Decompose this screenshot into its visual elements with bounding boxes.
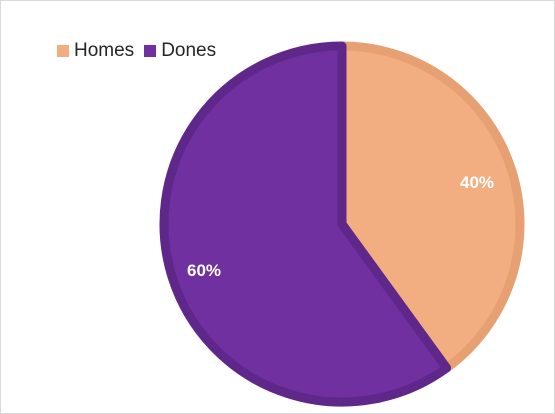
legend-item-homes: Homes <box>57 40 134 62</box>
legend: Homes Dones <box>57 40 226 62</box>
legend-swatch-dones <box>144 45 157 57</box>
data-label-dones: 60% <box>187 261 221 280</box>
pie-slice-homes <box>337 41 525 373</box>
legend-label-homes: Homes <box>74 40 135 61</box>
data-label-homes: 40% <box>460 173 494 192</box>
legend-label-dones: Dones <box>161 40 217 61</box>
legend-item-dones: Dones <box>144 40 216 62</box>
legend-swatch-homes <box>57 45 69 57</box>
pie-slice-dones <box>159 41 452 407</box>
